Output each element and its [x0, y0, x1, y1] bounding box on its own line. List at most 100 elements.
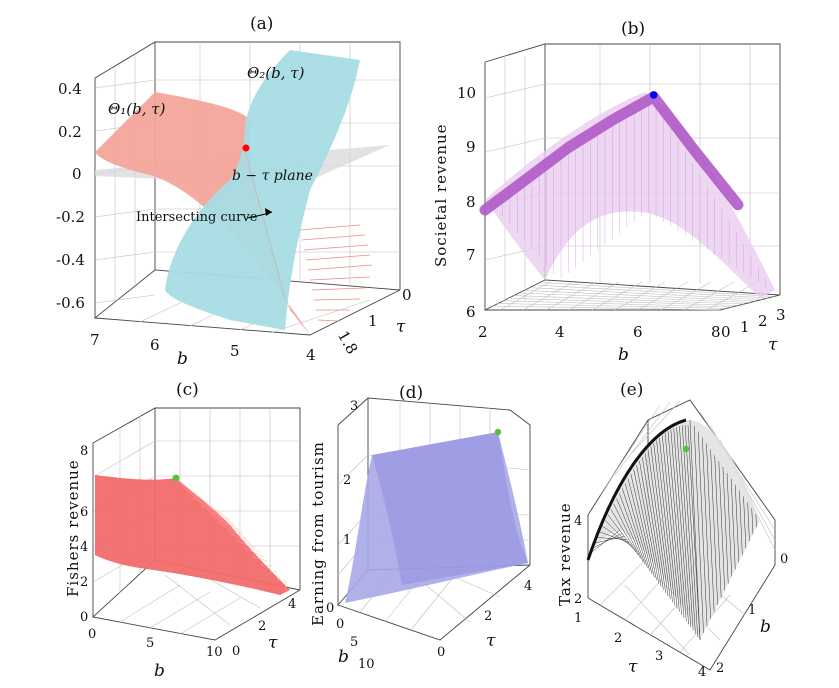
societal-surface-fill — [485, 92, 775, 298]
b-ztick: 9 — [466, 138, 476, 156]
a-ztick: -0.4 — [56, 251, 85, 269]
c-xtick: 0 — [88, 627, 96, 642]
a-xlabel: b — [177, 349, 188, 369]
d-ztick: 0 — [326, 601, 334, 616]
c-xtick: 5 — [146, 636, 154, 651]
d-ylabel: b — [338, 647, 349, 667]
theta1-label: Θ₁(b, τ) — [108, 100, 166, 118]
e-mesh-line — [607, 514, 637, 553]
e-xtick: 2 — [614, 631, 622, 646]
tax-mesh — [587, 419, 757, 641]
e-mesh-line — [650, 446, 671, 600]
c-zlabel: Fishers revenue — [64, 459, 82, 597]
c-mesh-line — [184, 488, 235, 525]
c-mesh-line — [192, 496, 239, 530]
e-mesh-line — [664, 433, 682, 615]
e-xtick: 3 — [655, 649, 663, 664]
a-ztick: 0 — [72, 165, 82, 183]
e-ztick: 2 — [574, 592, 582, 607]
e-mesh-line — [647, 449, 669, 597]
c-mesh-line — [226, 530, 256, 548]
e-mesh-line — [726, 472, 733, 577]
b-zlabel: Societal revenue — [432, 123, 450, 267]
d-xtick: 4 — [524, 579, 532, 594]
b-ylabel: τ — [768, 335, 778, 355]
c-mesh-line — [284, 579, 287, 591]
d-zlabel: Earning from tourism — [309, 441, 327, 626]
e-mesh-line — [659, 437, 678, 609]
a-ytick: 0 — [402, 286, 412, 304]
panel-a-box — [94, 41, 401, 336]
b-grid-line — [591, 281, 643, 311]
c-ztick: 4 — [80, 540, 88, 555]
e-mesh-line — [689, 419, 701, 641]
panel-a: (a) Θ₁(b, τ) Θ₂(b, τ) b − τ plane Inters… — [56, 14, 412, 369]
e-mesh-line — [751, 508, 754, 535]
c-ztick: 0 — [80, 610, 88, 625]
e-mesh-line — [735, 484, 740, 563]
b-grid-line — [614, 281, 666, 311]
c-ztick: 8 — [80, 444, 88, 459]
c-mesh-line — [260, 564, 273, 567]
a-ytick: 1 — [368, 312, 378, 330]
fishers-mesh — [175, 479, 287, 591]
c-ztick: 2 — [80, 575, 88, 590]
a-ztick: 0.4 — [58, 80, 82, 98]
e-mesh-line — [670, 429, 687, 622]
b-xlabel: b — [618, 345, 629, 365]
e-mesh-line — [693, 425, 704, 633]
b-ytick: 3 — [776, 306, 786, 324]
a-ylabel: τ — [396, 317, 406, 337]
annotation-arrowhead — [265, 208, 272, 216]
e-mesh-line — [706, 443, 715, 612]
e-mesh-line — [682, 425, 696, 634]
b-grid-line — [660, 281, 712, 311]
c-ytick: 2 — [258, 619, 266, 634]
e-ytick: 0 — [780, 552, 788, 567]
b-grid-line — [507, 297, 739, 306]
e-mesh-line — [610, 509, 639, 556]
societal-ridge — [479, 91, 744, 216]
e-mesh-line — [673, 428, 689, 625]
tax-optimum-point — [682, 445, 690, 453]
tax-front-ridge — [586, 418, 687, 561]
b-ztick: 6 — [466, 303, 476, 321]
plane-label: b − τ plane — [232, 168, 313, 184]
tourism-optimum-point — [494, 428, 502, 436]
e-zlabel: Tax revenue — [556, 502, 574, 606]
e-mesh-line — [667, 431, 685, 619]
e-mesh-line — [739, 490, 743, 556]
panel-c: (c) 0 2 4 6 8 Fishers revenue 0 5 10 b 0… — [64, 380, 301, 681]
d-ytick: 5 — [350, 635, 358, 650]
c-ytick: 4 — [288, 597, 296, 612]
e-xtick: 1 — [574, 611, 582, 626]
e-mesh-line — [644, 453, 666, 593]
c-mesh-line — [235, 539, 260, 553]
panel-b: (b) 6 7 8 9 10 Societal revenue 2 4 6 8 … — [432, 19, 786, 365]
e-mesh-line — [616, 498, 644, 562]
c-xtick: 10 — [206, 645, 223, 660]
b-grid-line — [519, 292, 751, 303]
e-ylabel: b — [760, 617, 771, 637]
e-mesh-line — [743, 496, 747, 549]
intersecting-curve — [244, 149, 286, 301]
a-ztick: -0.6 — [56, 294, 85, 312]
d-ytick: 0 — [336, 617, 344, 632]
b-ztick: 10 — [457, 84, 476, 102]
e-mesh-line — [633, 469, 657, 581]
c-mesh-line — [218, 522, 252, 544]
e-mesh-line — [687, 424, 701, 641]
c-mesh-line — [269, 570, 277, 574]
a-xtick: 7 — [90, 331, 100, 349]
e-mesh-line — [755, 514, 757, 528]
d-ztick: 2 — [343, 473, 351, 488]
b-ytick: 2 — [758, 312, 768, 330]
e-mesh-line — [622, 488, 648, 568]
c-ztick: 6 — [80, 505, 88, 520]
c-mesh-line — [243, 547, 264, 558]
e-mesh-line — [636, 465, 660, 584]
b-ztick: 8 — [466, 193, 476, 211]
b-grid-line — [537, 284, 769, 299]
theta1-lower-hatch — [299, 224, 373, 322]
